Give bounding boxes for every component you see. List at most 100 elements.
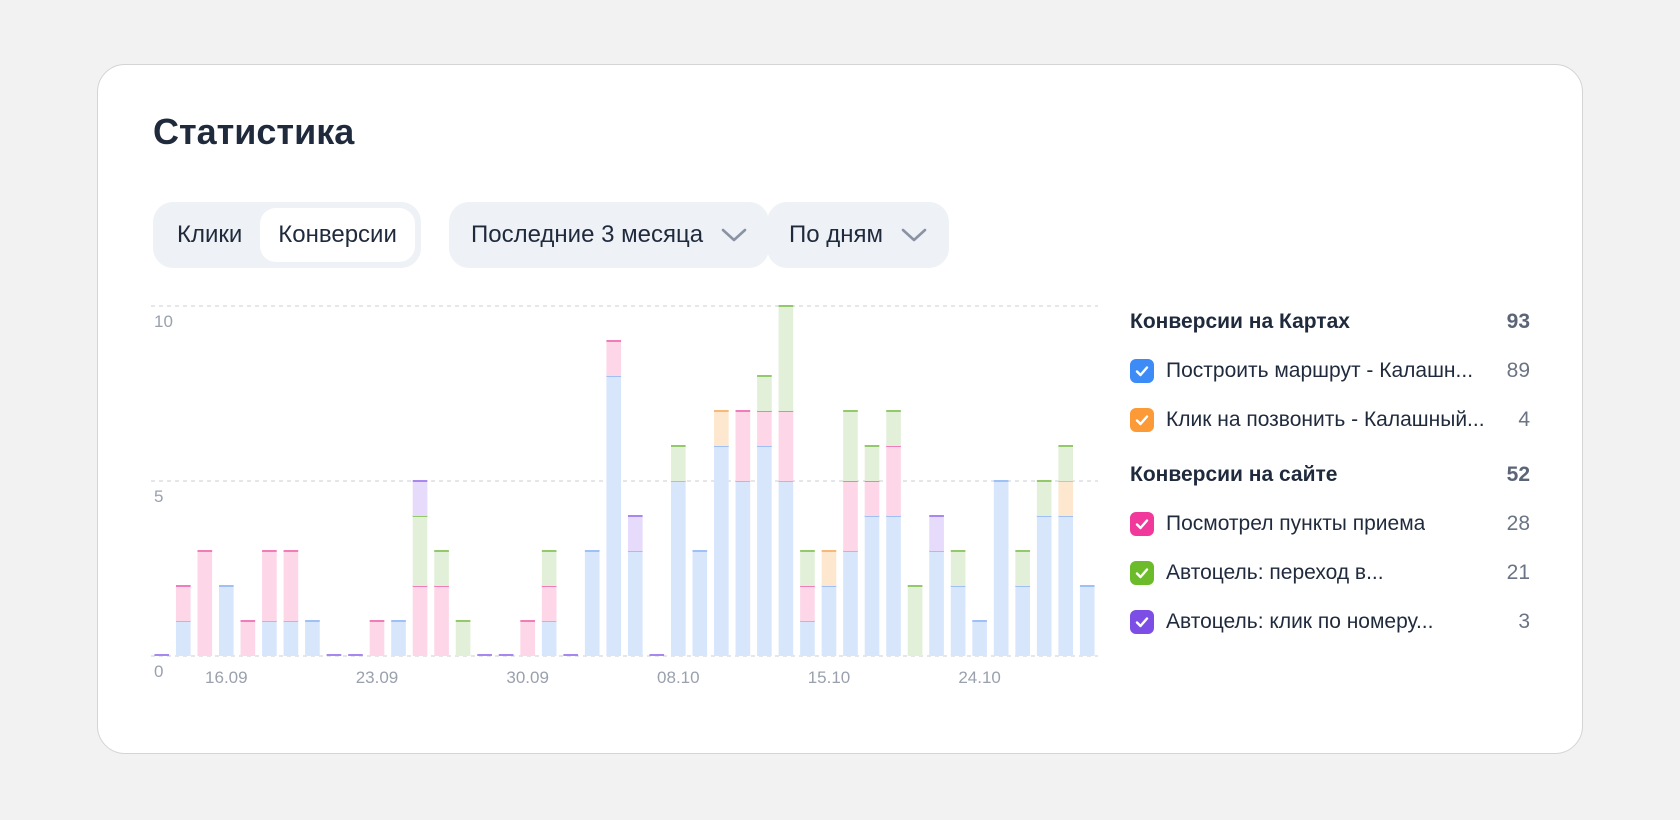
bar-segment (757, 446, 772, 656)
bar-segment-edge (821, 550, 837, 552)
bar-segment (843, 481, 858, 551)
bar-segment-edge (283, 550, 299, 552)
tab-clicks[interactable]: Клики (177, 221, 243, 248)
bar-segment-edge (864, 445, 880, 447)
bar-segment (627, 516, 643, 551)
bar-segment (1058, 481, 1074, 516)
bar-segment-edge (950, 550, 966, 552)
page-title: Статистика (153, 111, 355, 152)
bar-segment-edge (714, 410, 729, 412)
bar-segment-edge (369, 620, 385, 622)
bar-segment-edge (735, 410, 751, 412)
bar-segment-edge (541, 550, 557, 552)
bar-segment-edge (262, 550, 277, 552)
bar-segment (950, 551, 966, 586)
legend-item-route[interactable]: Построить маршрут - Калашн... 89 (1130, 356, 1530, 386)
bar-segment-edge (412, 480, 428, 482)
bar-segment-edge (219, 585, 234, 587)
bar-segment (821, 551, 837, 586)
bar-segment (886, 411, 901, 446)
bar-segment (886, 516, 901, 656)
bar-segment (1015, 551, 1030, 586)
bar-segment (757, 376, 772, 411)
bar-segment (1036, 481, 1052, 516)
legend-item-pickup-points[interactable]: Посмотрел пункты приема 28 (1130, 509, 1530, 539)
x-tick-label: 24.10 (958, 668, 1001, 687)
legend-group-maps: Конверсии на Картах 93 (1130, 307, 1530, 337)
bar-segment-edge (197, 550, 213, 552)
bar-segment-edge (305, 620, 320, 622)
bar-segment (283, 551, 299, 621)
bar-segment-edge (886, 410, 901, 412)
granularity-select-value: По дням (789, 221, 884, 248)
bar-segment (219, 586, 234, 656)
statistics-card: Статистика Клики Конверсии Последние 3 м… (97, 64, 1583, 754)
bar-segment (520, 621, 535, 656)
bar-segment-edge (1079, 585, 1095, 587)
bar-segment (670, 481, 686, 656)
legend-group-label: Конверсии на сайте (1130, 463, 1338, 486)
chevron-down-icon (901, 227, 927, 243)
bar-segment-edge (520, 620, 535, 622)
bar-segment (929, 551, 944, 656)
bar-segment-edge (757, 375, 772, 377)
bar-segment (1058, 446, 1074, 481)
legend-item-autogoal-transition[interactable]: Автоцель: переход в... 21 (1130, 558, 1530, 588)
bar-segment (735, 481, 751, 656)
bar-segment-edge (584, 550, 600, 552)
bar-segment (541, 551, 557, 586)
x-tick-label: 16.09 (205, 668, 248, 687)
bar-segment (283, 621, 299, 656)
bar-segment (240, 621, 256, 656)
bar-segment (197, 551, 213, 656)
bar-segment-edge (606, 340, 622, 342)
bar-segment-edge (670, 445, 686, 447)
bar-zero (563, 654, 579, 656)
checkbox-checked-icon[interactable] (1130, 359, 1154, 383)
checkbox-checked-icon[interactable] (1130, 561, 1154, 585)
bar-segment (670, 446, 686, 481)
checkbox-checked-icon[interactable] (1130, 408, 1154, 432)
y-tick-label: 5 (154, 487, 163, 506)
legend-item-count: 3 (1518, 610, 1530, 633)
bar-segment (369, 621, 385, 656)
bar-segment (1079, 586, 1095, 656)
bar-segment-edge (778, 305, 794, 307)
bar-segment (800, 586, 815, 621)
legend-item-count: 21 (1506, 561, 1530, 584)
bar-segment (972, 621, 987, 656)
bar-segment (778, 481, 794, 656)
bar-segment (692, 551, 708, 656)
tab-conversions[interactable]: Конверсии (260, 208, 415, 262)
x-tick-label: 30.09 (506, 668, 549, 687)
y-tick-label: 0 (154, 662, 163, 681)
bar-segment-edge (929, 515, 944, 517)
checkbox-checked-icon[interactable] (1130, 610, 1154, 634)
bar-segment (175, 586, 191, 621)
bar-segment (412, 481, 428, 516)
bar-segment (843, 551, 858, 656)
granularity-select[interactable]: По дням (767, 202, 950, 268)
bar-segment (584, 551, 600, 656)
bar-segment (412, 516, 428, 586)
bar-segment (821, 586, 837, 656)
bar-segment (778, 306, 794, 411)
bar-segment-edge (800, 550, 815, 552)
bar-segment (606, 376, 622, 656)
legend-item-autogoal-phone[interactable]: Автоцель: клик по номеру... 3 (1130, 607, 1530, 637)
bar-zero (498, 654, 514, 656)
legend-item-label: Построить маршрут - Калашн... (1166, 359, 1474, 382)
checkbox-checked-icon[interactable] (1130, 512, 1154, 536)
period-select[interactable]: Последние 3 месяца (449, 202, 770, 268)
x-tick-label: 23.09 (356, 668, 399, 687)
bar-segment (800, 551, 815, 586)
bar-segment (735, 411, 751, 481)
bar-segment-edge (993, 480, 1009, 482)
legend-item-call[interactable]: Клик на позвонить - Калашный... 4 (1130, 405, 1530, 435)
legend-item-label: Клик на позвонить - Калашный... (1166, 408, 1485, 431)
bar-segment (262, 621, 277, 656)
bar-segment (864, 481, 880, 516)
bar-segment (262, 551, 277, 621)
bar-segment (627, 551, 643, 656)
bar-segment (412, 586, 428, 656)
